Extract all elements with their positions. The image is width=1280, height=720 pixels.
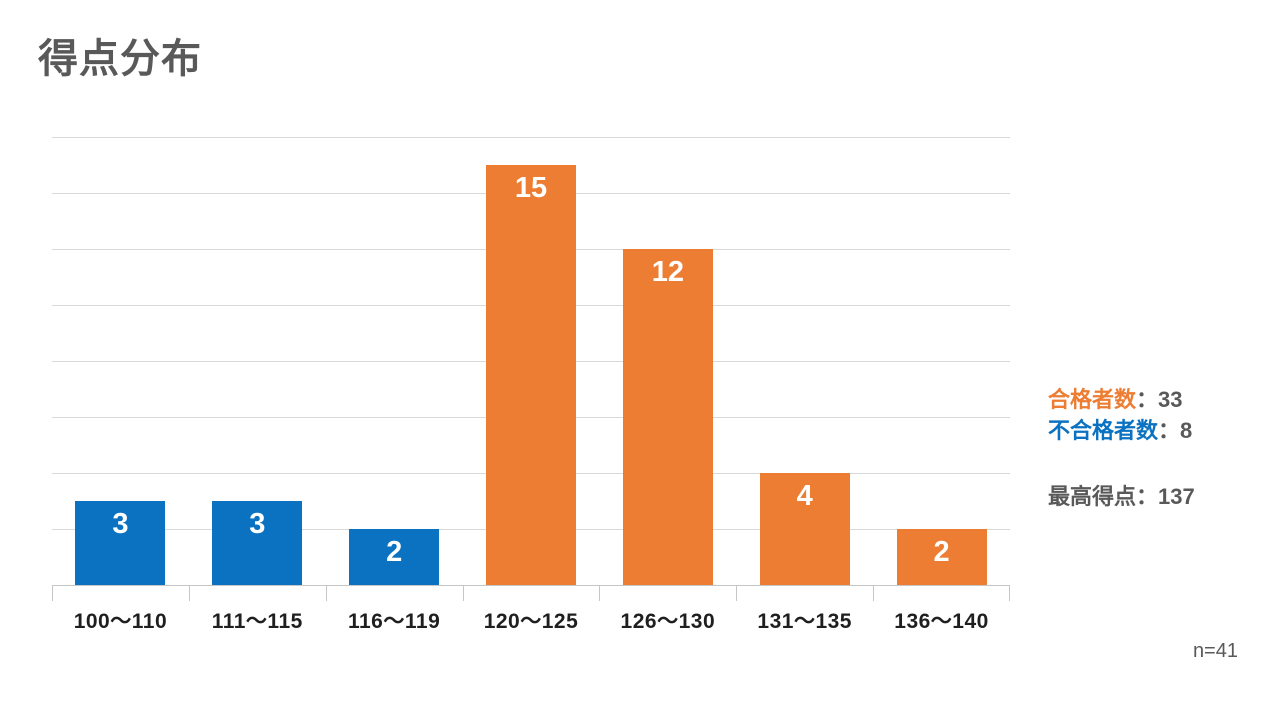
stats-panel: 合格者数：33 不合格者数：8 最高得点：137 (1048, 384, 1195, 512)
max-score-line: 最高得点：137 (1048, 481, 1195, 512)
bar-100～110: 3 (75, 501, 166, 585)
x-axis-label-120～125: 120～125 (483, 610, 579, 633)
x-axis-tick (873, 586, 874, 601)
x-axis-label-116～119: 116～119 (347, 610, 441, 633)
pass-count-line: 合格者数：33 (1048, 384, 1195, 415)
x-axis-tick (599, 586, 600, 601)
score-distribution-bar-chart: 3 3 2 15 12 4 2 100～110 111～115 116～119 120～125 126… (52, 137, 1010, 633)
bar-value-label: 12 (651, 256, 684, 288)
x-axis-tick (463, 586, 464, 601)
bar-value-label: 4 (796, 480, 813, 512)
x-axis-tick (189, 586, 190, 601)
max-score-label: 最高得点 (1048, 484, 1137, 509)
max-score-value: ：137 (1136, 484, 1195, 509)
sample-size-note: n=41 (1192, 640, 1238, 662)
bar-126～130: 12 (622, 249, 713, 585)
bar-120～125: 15 (486, 165, 576, 585)
fail-count-value: ：8 (1158, 418, 1193, 443)
x-axis-line (52, 585, 1010, 586)
fail-count-label: 不合格者数 (1048, 418, 1159, 443)
pass-count-value: ：33 (1136, 387, 1183, 412)
bar-131～135: 4 (759, 473, 850, 585)
x-axis-tick (736, 586, 737, 601)
fail-count-line: 不合格者数：8 (1048, 415, 1195, 446)
x-axis-tick (326, 586, 327, 601)
x-axis-label-100～110: 100～110 (73, 610, 168, 633)
x-axis-label-136～140: 136～140 (894, 610, 989, 633)
x-axis-tick (1009, 586, 1010, 601)
bar-value-label: 2 (386, 536, 403, 568)
x-axis-tick (52, 586, 53, 601)
x-axis-label-131～135: 131～135 (757, 610, 852, 633)
bar-value-label: 15 (514, 172, 548, 204)
bar-value-label: 3 (112, 508, 129, 540)
bar-116～119: 2 (349, 529, 440, 585)
page-title: 得点分布 (38, 37, 202, 81)
bar-136～140: 2 (896, 529, 987, 585)
x-axis-label-126～130: 126～130 (620, 610, 716, 633)
bar-value-label: 3 (249, 508, 266, 540)
gridline-y-16 (52, 137, 1010, 138)
bar-111～115: 3 (212, 501, 303, 585)
bar-value-label: 2 (933, 536, 950, 568)
x-axis-label-111～115: 111～115 (211, 610, 303, 633)
pass-count-label: 合格者数 (1048, 387, 1137, 412)
